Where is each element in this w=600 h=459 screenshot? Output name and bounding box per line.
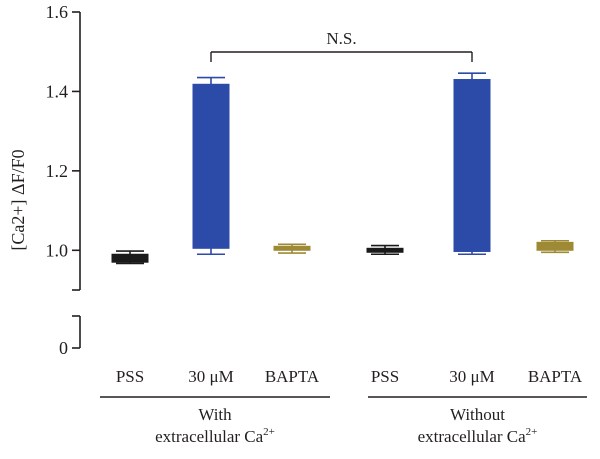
box-series xyxy=(111,72,574,265)
category-label: BAPTA xyxy=(528,367,583,386)
category-label: 30 μM xyxy=(449,367,494,386)
category-label: 30 μM xyxy=(188,367,233,386)
y-tick-label: 1.0 xyxy=(46,240,69,260)
significance-label: N.S. xyxy=(326,29,356,48)
group-label: Without xyxy=(450,405,505,424)
y-axis: 0 1.0 1.2 1.4 1.6 [Ca2+] ΔF/F0 xyxy=(8,2,81,358)
category-label: PSS xyxy=(371,367,399,386)
category-label: PSS xyxy=(116,367,144,386)
group-label: With xyxy=(198,405,232,424)
y-tick-label: 1.2 xyxy=(46,161,69,181)
category-label: BAPTA xyxy=(265,367,320,386)
significance-annotation: N.S. xyxy=(210,29,473,62)
y-tick-label: 0 xyxy=(59,338,68,358)
y-tick-label: 1.6 xyxy=(46,2,69,22)
group-label: extracellular Ca2+ xyxy=(418,426,538,446)
y-tick-label: 1.4 xyxy=(46,81,69,101)
y-axis-label: [Ca2+] ΔF/F0 xyxy=(8,149,28,250)
group-label: extracellular Ca2+ xyxy=(155,426,275,446)
category-labels: PSS 30 μM BAPTA PSS 30 μM BAPTA With extracellu… xyxy=(100,367,587,446)
box xyxy=(453,79,491,252)
